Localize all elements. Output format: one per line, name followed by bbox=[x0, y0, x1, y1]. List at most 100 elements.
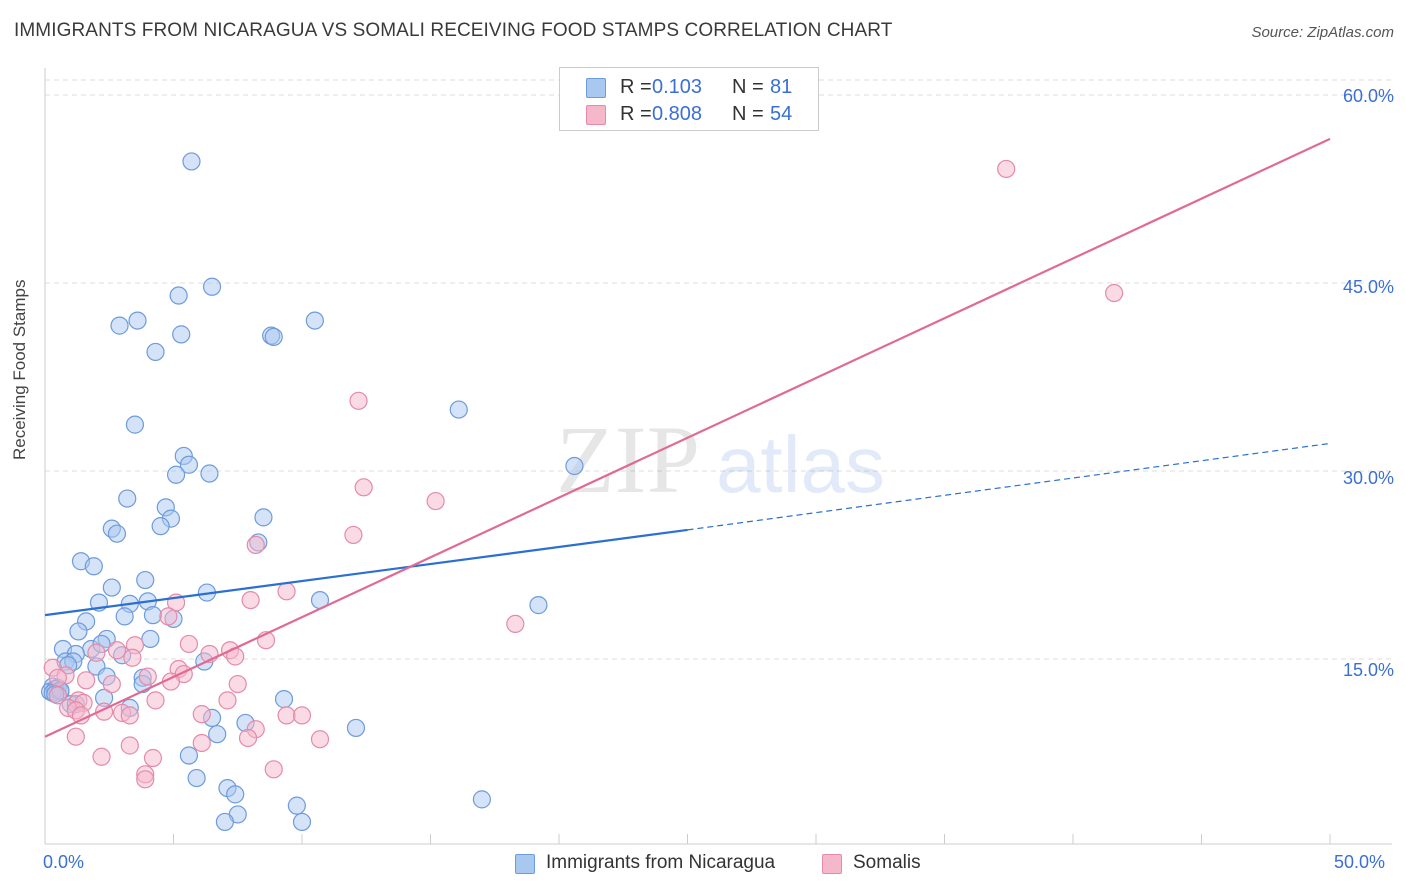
data-point bbox=[241, 590, 260, 610]
trend-lines bbox=[44, 137, 1331, 738]
data-point bbox=[529, 596, 548, 615]
data-point bbox=[107, 524, 127, 543]
data-point bbox=[274, 690, 294, 709]
data-point bbox=[215, 812, 234, 832]
data-point bbox=[426, 491, 445, 511]
data-point bbox=[354, 478, 373, 497]
x-tick-label: 0.0% bbox=[43, 852, 85, 872]
x-tick-label: 50.0% bbox=[1334, 852, 1386, 872]
legend-r-value: 0.103 bbox=[652, 76, 703, 98]
data-point bbox=[172, 325, 191, 344]
data-point bbox=[287, 796, 306, 815]
data-point bbox=[146, 342, 165, 362]
data-point bbox=[151, 517, 170, 536]
data-point bbox=[264, 327, 283, 346]
data-point bbox=[228, 674, 247, 694]
y-tick-label: 45.0% bbox=[1342, 277, 1394, 297]
legend-r-label: R = bbox=[620, 76, 652, 98]
data-point bbox=[264, 760, 283, 779]
legend-n-value: 54 bbox=[770, 103, 793, 125]
data-point bbox=[48, 686, 67, 705]
data-point bbox=[120, 706, 139, 725]
data-point bbox=[136, 570, 155, 590]
data-point bbox=[349, 391, 368, 410]
data-point bbox=[277, 706, 296, 725]
y-tick-label: 15.0% bbox=[1342, 660, 1394, 680]
data-point bbox=[187, 768, 206, 788]
legend-swatch-pink bbox=[586, 105, 606, 125]
data-point bbox=[192, 705, 211, 724]
data-point bbox=[125, 415, 145, 434]
data-point bbox=[48, 668, 67, 687]
data-point bbox=[87, 643, 106, 662]
data-point bbox=[472, 790, 491, 809]
data-point bbox=[136, 770, 155, 789]
legend-r-label: R = bbox=[620, 103, 652, 125]
data-point bbox=[159, 607, 178, 626]
data-point bbox=[202, 277, 222, 296]
legend-swatch-blue bbox=[515, 854, 535, 874]
data-point bbox=[305, 311, 324, 330]
data-point bbox=[277, 582, 296, 601]
trend-line-nicaragua-extension bbox=[687, 442, 1331, 531]
data-point bbox=[102, 674, 121, 694]
data-point bbox=[344, 525, 363, 545]
data-point bbox=[143, 606, 163, 625]
data-point bbox=[110, 316, 129, 335]
data-point bbox=[146, 691, 165, 710]
data-point bbox=[66, 727, 85, 746]
data-point bbox=[77, 671, 96, 690]
data-point bbox=[182, 152, 201, 171]
watermark-atlas: atlas bbox=[716, 420, 885, 509]
data-point bbox=[179, 634, 199, 654]
chart-title: IMMIGRANTS FROM NICARAGUA VS SOMALI RECE… bbox=[14, 20, 893, 41]
data-point bbox=[565, 456, 584, 476]
data-point bbox=[169, 286, 188, 305]
data-point bbox=[179, 746, 199, 765]
correlation-legend: R = 0.103 N = 81 R = 0.808 N = 54 bbox=[559, 67, 819, 131]
data-point bbox=[69, 622, 88, 641]
data-point bbox=[138, 667, 157, 686]
series-somalis bbox=[43, 159, 1124, 789]
data-point bbox=[143, 748, 163, 768]
legend-label: Somalis bbox=[853, 852, 921, 873]
data-point bbox=[71, 706, 91, 725]
data-point bbox=[226, 785, 245, 804]
source-credit: Source: ZipAtlas.com bbox=[1251, 24, 1394, 41]
legend-label: Immigrants from Nicaragua bbox=[546, 852, 776, 873]
legend-swatch-pink bbox=[822, 854, 842, 874]
data-point bbox=[200, 464, 219, 483]
data-point bbox=[128, 311, 147, 330]
data-point bbox=[123, 648, 142, 667]
data-point bbox=[246, 535, 265, 555]
legend-r-value: 0.808 bbox=[652, 103, 703, 125]
data-point bbox=[192, 733, 211, 753]
legend-n-label: N = bbox=[732, 103, 764, 125]
y-axis-label: Receiving Food Stamps bbox=[10, 279, 29, 460]
trend-line-nicaragua bbox=[44, 528, 688, 617]
data-point bbox=[208, 725, 227, 744]
data-point bbox=[102, 578, 121, 597]
data-point bbox=[118, 489, 137, 508]
data-point bbox=[179, 455, 199, 474]
legend-n-label: N = bbox=[732, 76, 764, 98]
data-point bbox=[120, 736, 139, 755]
data-point bbox=[346, 718, 366, 738]
data-point bbox=[107, 641, 127, 660]
data-point bbox=[310, 730, 330, 749]
data-point bbox=[141, 629, 160, 649]
legend-n-value: 81 bbox=[770, 76, 793, 98]
data-point bbox=[292, 812, 312, 832]
gridlines bbox=[45, 79, 1392, 660]
axes bbox=[44, 68, 1392, 845]
data-point bbox=[238, 728, 258, 748]
watermark: ZIP atlas bbox=[556, 406, 885, 513]
data-point bbox=[1105, 283, 1124, 303]
y-tick-label: 60.0% bbox=[1342, 86, 1394, 106]
data-point bbox=[506, 614, 525, 634]
trend-line-somalis bbox=[44, 137, 1331, 738]
legend-swatch-blue bbox=[586, 78, 606, 98]
data-point bbox=[997, 159, 1016, 179]
data-point bbox=[254, 508, 273, 527]
